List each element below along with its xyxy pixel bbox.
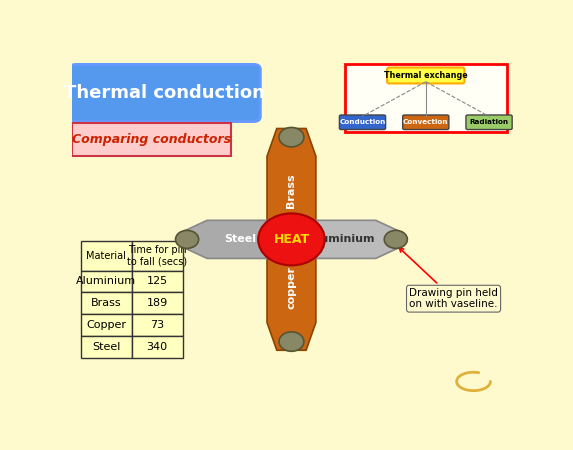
Bar — [80, 292, 132, 314]
Circle shape — [258, 213, 325, 266]
Bar — [80, 336, 132, 358]
Text: Thermal exchange: Thermal exchange — [384, 71, 468, 80]
Text: Brass: Brass — [286, 174, 296, 208]
Text: Steel: Steel — [92, 342, 120, 352]
Text: 340: 340 — [147, 342, 168, 352]
FancyBboxPatch shape — [403, 115, 449, 130]
Text: Steel: Steel — [225, 234, 257, 244]
Text: HEAT: HEAT — [273, 233, 309, 246]
Text: Aluminium: Aluminium — [309, 234, 375, 244]
FancyBboxPatch shape — [339, 115, 386, 130]
Text: 125: 125 — [147, 276, 168, 287]
Text: Material: Material — [86, 251, 126, 261]
Text: copper: copper — [286, 266, 296, 310]
Polygon shape — [180, 220, 267, 258]
Text: Aluminium: Aluminium — [76, 276, 136, 287]
Polygon shape — [267, 129, 316, 220]
Circle shape — [279, 127, 304, 147]
Circle shape — [279, 332, 304, 351]
FancyBboxPatch shape — [466, 115, 512, 130]
Text: Conduction: Conduction — [339, 119, 386, 125]
Bar — [80, 270, 132, 292]
Text: Thermal conduction: Thermal conduction — [64, 84, 265, 102]
Text: Copper: Copper — [86, 320, 126, 330]
Bar — [132, 292, 183, 314]
Bar — [80, 241, 132, 270]
Bar — [132, 241, 183, 270]
Circle shape — [384, 230, 407, 248]
Text: Convection: Convection — [403, 119, 449, 125]
FancyBboxPatch shape — [387, 68, 464, 83]
Text: Time for pin
to fall (secs): Time for pin to fall (secs) — [127, 245, 187, 267]
Text: Drawing pin held
on with vaseline.: Drawing pin held on with vaseline. — [399, 248, 498, 310]
Bar — [345, 64, 507, 132]
FancyBboxPatch shape — [72, 123, 231, 156]
Circle shape — [175, 230, 199, 248]
Text: 189: 189 — [147, 298, 168, 308]
Bar — [132, 270, 183, 292]
Bar — [132, 336, 183, 358]
Text: Brass: Brass — [91, 298, 121, 308]
Polygon shape — [316, 220, 402, 258]
Text: Comparing conductors: Comparing conductors — [72, 134, 231, 146]
Text: 73: 73 — [150, 320, 164, 330]
Text: Radiation: Radiation — [469, 119, 509, 125]
FancyBboxPatch shape — [69, 64, 260, 122]
Polygon shape — [267, 258, 316, 350]
Bar — [132, 314, 183, 336]
Bar — [80, 314, 132, 336]
